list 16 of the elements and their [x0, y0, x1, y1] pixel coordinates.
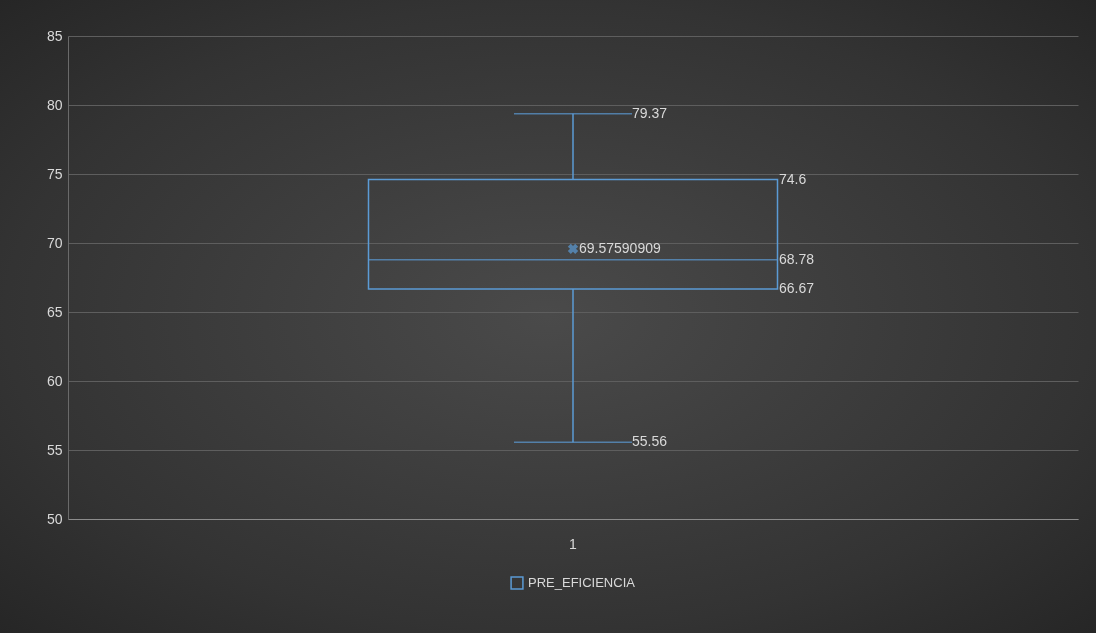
annotation: 74.6 — [779, 170, 807, 187]
annotation: 68.78 — [779, 250, 815, 267]
legend-label: PRE_EFICIENCIA — [528, 575, 636, 590]
y-tick-label: 65 — [46, 303, 63, 320]
y-tick-label: 85 — [46, 27, 63, 44]
x-tick-label: 1 — [569, 535, 578, 552]
y-tick-label: 55 — [46, 441, 63, 458]
y-tick-label: 80 — [46, 96, 63, 113]
y-tick-label: 50 — [46, 510, 63, 527]
y-tick-label: 70 — [46, 234, 63, 251]
annotation: 69.57590909 — [579, 239, 661, 256]
y-tick-label: 60 — [46, 372, 63, 389]
annotation: 66.67 — [779, 279, 815, 296]
annotation: 55.56 — [632, 433, 668, 450]
annotation: 79.37 — [632, 104, 668, 121]
y-tick-label: 75 — [46, 165, 63, 182]
